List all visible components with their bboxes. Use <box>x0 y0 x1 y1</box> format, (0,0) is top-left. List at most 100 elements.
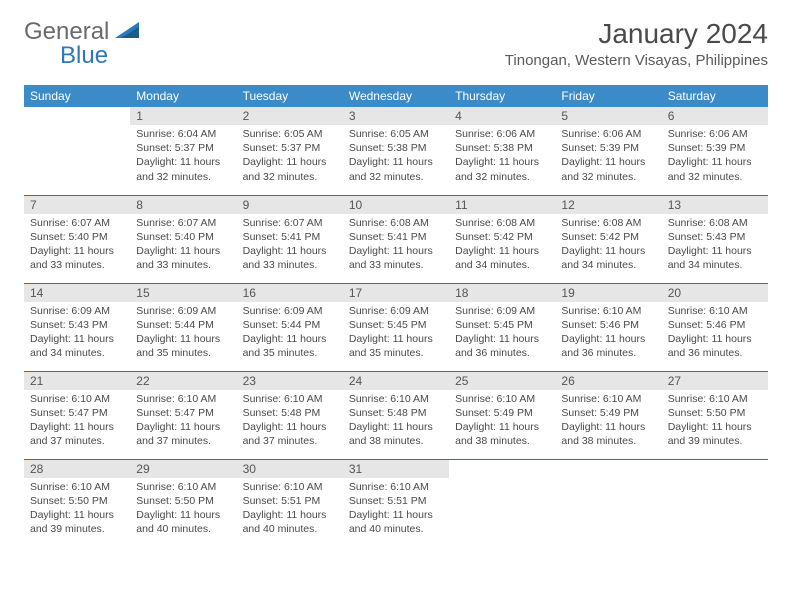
calendar-week-row: 28Sunrise: 6:10 AMSunset: 5:50 PMDayligh… <box>24 459 768 547</box>
day-number: 21 <box>24 372 130 390</box>
day-number: 9 <box>237 196 343 214</box>
day-number: 23 <box>237 372 343 390</box>
day-details: Sunrise: 6:10 AMSunset: 5:47 PMDaylight:… <box>24 390 130 453</box>
day-number: 13 <box>662 196 768 214</box>
calendar-day-cell: 16Sunrise: 6:09 AMSunset: 5:44 PMDayligh… <box>237 283 343 371</box>
day-number: 18 <box>449 284 555 302</box>
weekday-header: Saturday <box>662 85 768 107</box>
calendar-day-cell: 29Sunrise: 6:10 AMSunset: 5:50 PMDayligh… <box>130 459 236 547</box>
day-details: Sunrise: 6:10 AMSunset: 5:48 PMDaylight:… <box>343 390 449 453</box>
day-details: Sunrise: 6:05 AMSunset: 5:38 PMDaylight:… <box>343 125 449 188</box>
brand-triangle-icon <box>115 20 141 45</box>
calendar-day-cell: 19Sunrise: 6:10 AMSunset: 5:46 PMDayligh… <box>555 283 661 371</box>
calendar-day-cell: 3Sunrise: 6:05 AMSunset: 5:38 PMDaylight… <box>343 107 449 195</box>
day-number: 6 <box>662 107 768 125</box>
day-number: 25 <box>449 372 555 390</box>
day-details: Sunrise: 6:09 AMSunset: 5:43 PMDaylight:… <box>24 302 130 365</box>
day-details: Sunrise: 6:10 AMSunset: 5:51 PMDaylight:… <box>343 478 449 541</box>
calendar-day-cell: 15Sunrise: 6:09 AMSunset: 5:44 PMDayligh… <box>130 283 236 371</box>
day-number: 16 <box>237 284 343 302</box>
brand-part2: Blue <box>60 42 108 70</box>
day-details: Sunrise: 6:07 AMSunset: 5:40 PMDaylight:… <box>130 214 236 277</box>
day-details: Sunrise: 6:06 AMSunset: 5:38 PMDaylight:… <box>449 125 555 188</box>
calendar-week-row: 14Sunrise: 6:09 AMSunset: 5:43 PMDayligh… <box>24 283 768 371</box>
day-number: 29 <box>130 460 236 478</box>
weekday-header: Thursday <box>449 85 555 107</box>
day-number: 31 <box>343 460 449 478</box>
calendar-day-cell: 8Sunrise: 6:07 AMSunset: 5:40 PMDaylight… <box>130 195 236 283</box>
calendar-empty-cell <box>555 459 661 547</box>
calendar-day-cell: 2Sunrise: 6:05 AMSunset: 5:37 PMDaylight… <box>237 107 343 195</box>
day-number: 17 <box>343 284 449 302</box>
day-number: 20 <box>662 284 768 302</box>
calendar-day-cell: 17Sunrise: 6:09 AMSunset: 5:45 PMDayligh… <box>343 283 449 371</box>
calendar-week-row: 1Sunrise: 6:04 AMSunset: 5:37 PMDaylight… <box>24 107 768 195</box>
location-text: Tinongan, Western Visayas, Philippines <box>505 52 768 69</box>
day-details: Sunrise: 6:09 AMSunset: 5:45 PMDaylight:… <box>343 302 449 365</box>
calendar-day-cell: 28Sunrise: 6:10 AMSunset: 5:50 PMDayligh… <box>24 459 130 547</box>
day-number: 7 <box>24 196 130 214</box>
calendar-day-cell: 18Sunrise: 6:09 AMSunset: 5:45 PMDayligh… <box>449 283 555 371</box>
day-details: Sunrise: 6:05 AMSunset: 5:37 PMDaylight:… <box>237 125 343 188</box>
day-details: Sunrise: 6:08 AMSunset: 5:42 PMDaylight:… <box>555 214 661 277</box>
weekday-header-row: SundayMondayTuesdayWednesdayThursdayFrid… <box>24 85 768 107</box>
day-details: Sunrise: 6:09 AMSunset: 5:45 PMDaylight:… <box>449 302 555 365</box>
calendar-day-cell: 9Sunrise: 6:07 AMSunset: 5:41 PMDaylight… <box>237 195 343 283</box>
calendar-empty-cell <box>449 459 555 547</box>
day-details: Sunrise: 6:08 AMSunset: 5:43 PMDaylight:… <box>662 214 768 277</box>
day-details: Sunrise: 6:10 AMSunset: 5:49 PMDaylight:… <box>555 390 661 453</box>
weekday-header: Sunday <box>24 85 130 107</box>
day-details: Sunrise: 6:10 AMSunset: 5:46 PMDaylight:… <box>555 302 661 365</box>
calendar-day-cell: 24Sunrise: 6:10 AMSunset: 5:48 PMDayligh… <box>343 371 449 459</box>
weekday-header: Monday <box>130 85 236 107</box>
day-number: 24 <box>343 372 449 390</box>
calendar-day-cell: 7Sunrise: 6:07 AMSunset: 5:40 PMDaylight… <box>24 195 130 283</box>
calendar-table: SundayMondayTuesdayWednesdayThursdayFrid… <box>24 85 768 547</box>
day-number: 14 <box>24 284 130 302</box>
day-number: 4 <box>449 107 555 125</box>
day-number: 26 <box>555 372 661 390</box>
calendar-day-cell: 1Sunrise: 6:04 AMSunset: 5:37 PMDaylight… <box>130 107 236 195</box>
calendar-day-cell: 20Sunrise: 6:10 AMSunset: 5:46 PMDayligh… <box>662 283 768 371</box>
day-details: Sunrise: 6:08 AMSunset: 5:42 PMDaylight:… <box>449 214 555 277</box>
day-details: Sunrise: 6:06 AMSunset: 5:39 PMDaylight:… <box>555 125 661 188</box>
day-number: 30 <box>237 460 343 478</box>
calendar-day-cell: 31Sunrise: 6:10 AMSunset: 5:51 PMDayligh… <box>343 459 449 547</box>
day-details: Sunrise: 6:10 AMSunset: 5:49 PMDaylight:… <box>449 390 555 453</box>
day-details: Sunrise: 6:10 AMSunset: 5:47 PMDaylight:… <box>130 390 236 453</box>
calendar-day-cell: 30Sunrise: 6:10 AMSunset: 5:51 PMDayligh… <box>237 459 343 547</box>
day-details: Sunrise: 6:04 AMSunset: 5:37 PMDaylight:… <box>130 125 236 188</box>
day-number: 19 <box>555 284 661 302</box>
calendar-day-cell: 13Sunrise: 6:08 AMSunset: 5:43 PMDayligh… <box>662 195 768 283</box>
day-number: 8 <box>130 196 236 214</box>
calendar-body: 1Sunrise: 6:04 AMSunset: 5:37 PMDaylight… <box>24 107 768 547</box>
day-number: 10 <box>343 196 449 214</box>
day-details: Sunrise: 6:09 AMSunset: 5:44 PMDaylight:… <box>130 302 236 365</box>
calendar-day-cell: 27Sunrise: 6:10 AMSunset: 5:50 PMDayligh… <box>662 371 768 459</box>
calendar-day-cell: 25Sunrise: 6:10 AMSunset: 5:49 PMDayligh… <box>449 371 555 459</box>
day-details: Sunrise: 6:10 AMSunset: 5:50 PMDaylight:… <box>24 478 130 541</box>
day-details: Sunrise: 6:10 AMSunset: 5:46 PMDaylight:… <box>662 302 768 365</box>
day-number: 3 <box>343 107 449 125</box>
calendar-week-row: 7Sunrise: 6:07 AMSunset: 5:40 PMDaylight… <box>24 195 768 283</box>
month-title: January 2024 <box>505 18 768 50</box>
day-number: 12 <box>555 196 661 214</box>
weekday-header: Wednesday <box>343 85 449 107</box>
calendar-day-cell: 21Sunrise: 6:10 AMSunset: 5:47 PMDayligh… <box>24 371 130 459</box>
day-details: Sunrise: 6:10 AMSunset: 5:51 PMDaylight:… <box>237 478 343 541</box>
calendar-day-cell: 11Sunrise: 6:08 AMSunset: 5:42 PMDayligh… <box>449 195 555 283</box>
calendar-day-cell: 26Sunrise: 6:10 AMSunset: 5:49 PMDayligh… <box>555 371 661 459</box>
weekday-header: Friday <box>555 85 661 107</box>
day-number: 1 <box>130 107 236 125</box>
calendar-week-row: 21Sunrise: 6:10 AMSunset: 5:47 PMDayligh… <box>24 371 768 459</box>
calendar-day-cell: 12Sunrise: 6:08 AMSunset: 5:42 PMDayligh… <box>555 195 661 283</box>
day-number: 15 <box>130 284 236 302</box>
day-details: Sunrise: 6:10 AMSunset: 5:48 PMDaylight:… <box>237 390 343 453</box>
calendar-day-cell: 4Sunrise: 6:06 AMSunset: 5:38 PMDaylight… <box>449 107 555 195</box>
brand-logo: General Blue <box>24 18 143 46</box>
calendar-day-cell: 10Sunrise: 6:08 AMSunset: 5:41 PMDayligh… <box>343 195 449 283</box>
calendar-day-cell: 14Sunrise: 6:09 AMSunset: 5:43 PMDayligh… <box>24 283 130 371</box>
day-number: 2 <box>237 107 343 125</box>
calendar-empty-cell <box>24 107 130 195</box>
page-header: General Blue January 2024 Tinongan, West… <box>0 0 792 77</box>
